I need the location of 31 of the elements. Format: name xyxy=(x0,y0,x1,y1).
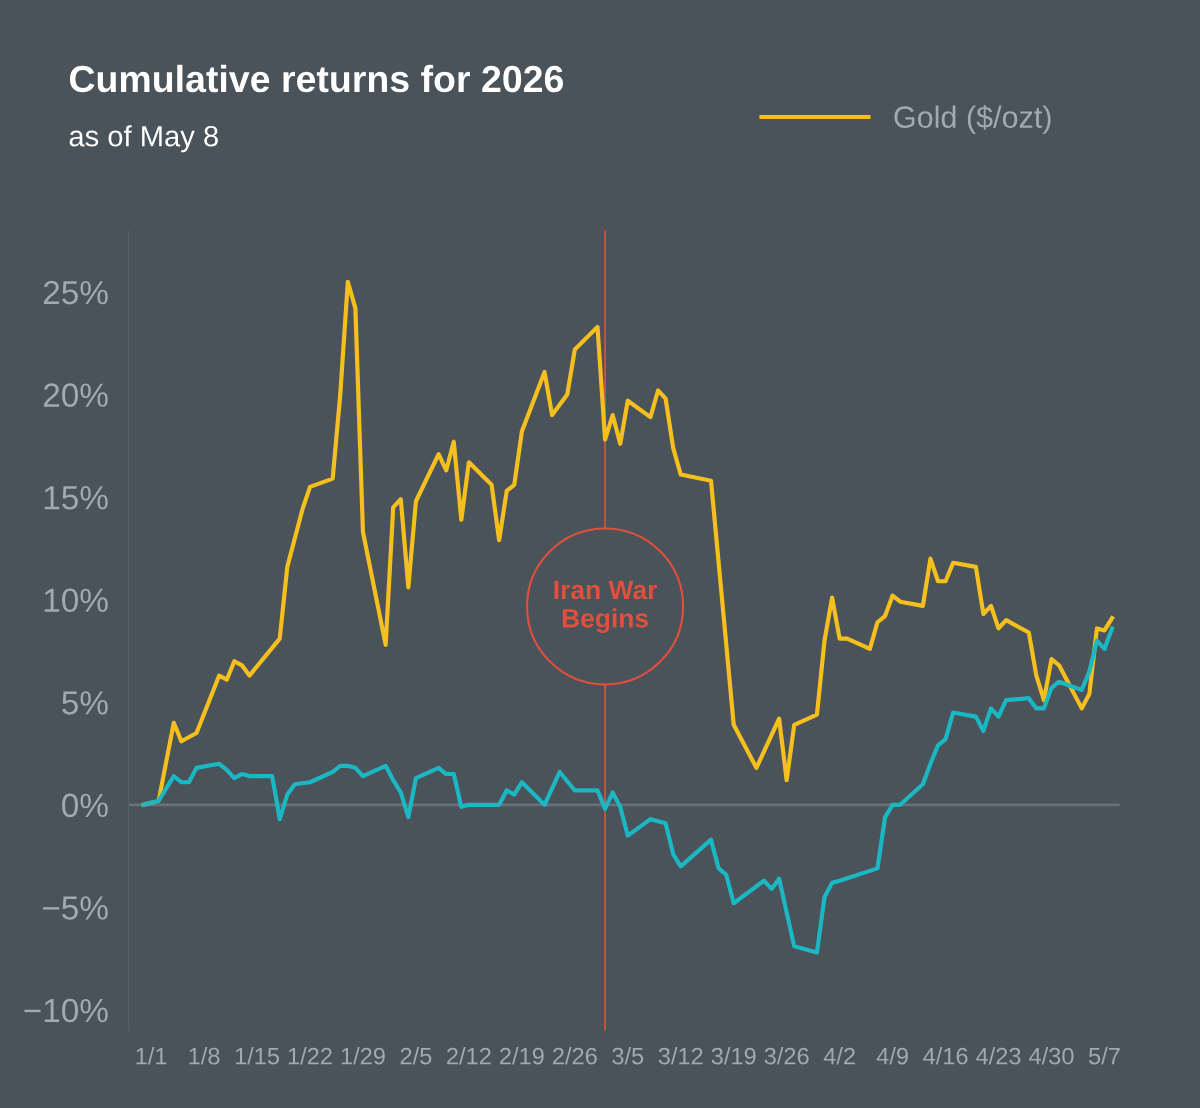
y-tick-label: 0% xyxy=(62,793,108,818)
chart-title: Cumulative returns for 2026 xyxy=(69,64,564,93)
y-tick-label: 20% xyxy=(43,383,108,407)
ref-line-label: Iran War Begins xyxy=(554,580,657,634)
x-tick-label: 4/16 xyxy=(923,1047,968,1065)
x-tick-label: 3/5 xyxy=(612,1047,644,1065)
x-tick-label: 4/30 xyxy=(1029,1047,1074,1065)
y-tick-label: 25% xyxy=(43,280,108,305)
legend-label: Gold ($/ozt) xyxy=(894,105,1051,134)
x-tick-label: 3/19 xyxy=(711,1047,756,1065)
x-tick-label: 4/2 xyxy=(823,1047,855,1065)
x-tick-label: 1/29 xyxy=(341,1047,385,1065)
x-tick-label: 4/9 xyxy=(876,1047,908,1065)
x-tick-label: 3/26 xyxy=(764,1047,809,1065)
y-tick-label: 5% xyxy=(62,691,108,715)
y-tick-label: −10% xyxy=(24,998,108,1023)
x-tick-label: 5/7 xyxy=(1089,1047,1120,1065)
x-tick-label: 1/22 xyxy=(288,1047,332,1065)
x-tick-label: 1/1 xyxy=(136,1047,167,1065)
x-tick-label: 2/12 xyxy=(447,1047,491,1065)
y-tick-label: −5% xyxy=(42,896,108,920)
chart-subtitle: as of May 8 xyxy=(69,125,218,153)
y-tick-label: 10% xyxy=(44,588,108,613)
x-tick-label: 1/15 xyxy=(235,1047,280,1065)
x-tick-label: 2/26 xyxy=(553,1047,597,1065)
y-tick-label: 15% xyxy=(44,486,108,510)
x-tick-label: 1/8 xyxy=(189,1047,220,1065)
x-tick-label: 2/19 xyxy=(500,1047,544,1065)
x-tick-label: 3/12 xyxy=(658,1047,703,1065)
x-tick-label: 2/5 xyxy=(400,1047,432,1065)
x-tick-label: 4/23 xyxy=(976,1047,1021,1065)
